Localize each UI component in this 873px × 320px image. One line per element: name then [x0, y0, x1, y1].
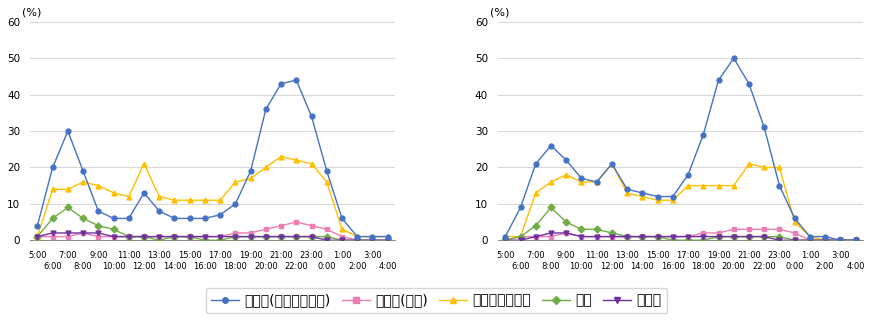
- Text: 1:00: 1:00: [333, 251, 351, 260]
- Text: 14:00: 14:00: [630, 262, 654, 271]
- Text: 15:00: 15:00: [178, 251, 202, 260]
- Text: 23:00: 23:00: [299, 251, 324, 260]
- Text: 8:00: 8:00: [74, 262, 93, 271]
- Text: 6:00: 6:00: [512, 262, 530, 271]
- Text: 0:00: 0:00: [786, 262, 804, 271]
- Text: 10:00: 10:00: [101, 262, 126, 271]
- Text: 11:00: 11:00: [117, 251, 141, 260]
- Text: 18:00: 18:00: [691, 262, 715, 271]
- Text: 5:00: 5:00: [496, 251, 514, 260]
- Text: 19:00: 19:00: [238, 251, 263, 260]
- Text: 9:00: 9:00: [557, 251, 575, 260]
- Text: 1:00: 1:00: [801, 251, 819, 260]
- Text: 10:00: 10:00: [569, 262, 594, 271]
- Text: 21:00: 21:00: [737, 251, 761, 260]
- Text: 20:00: 20:00: [254, 262, 278, 271]
- Text: 9:00: 9:00: [89, 251, 107, 260]
- Text: 20:00: 20:00: [722, 262, 746, 271]
- Text: 18:00: 18:00: [223, 262, 247, 271]
- Text: 19:00: 19:00: [706, 251, 731, 260]
- Text: 7:00: 7:00: [526, 251, 545, 260]
- Text: 13:00: 13:00: [148, 251, 171, 260]
- Text: 2:00: 2:00: [816, 262, 835, 271]
- Text: 5:00: 5:00: [28, 251, 46, 260]
- Text: 0:00: 0:00: [318, 262, 336, 271]
- Text: (%): (%): [23, 7, 42, 18]
- Text: 3:00: 3:00: [831, 251, 849, 260]
- Text: 12:00: 12:00: [132, 262, 156, 271]
- Text: 22:00: 22:00: [285, 262, 308, 271]
- Text: 2:00: 2:00: [348, 262, 367, 271]
- Text: 17:00: 17:00: [209, 251, 232, 260]
- Text: 6:00: 6:00: [44, 262, 62, 271]
- Text: 4:00: 4:00: [846, 262, 865, 271]
- Text: 16:00: 16:00: [193, 262, 217, 271]
- Text: 7:00: 7:00: [58, 251, 77, 260]
- Text: 23:00: 23:00: [767, 251, 792, 260]
- Text: 17:00: 17:00: [676, 251, 700, 260]
- Text: 22:00: 22:00: [753, 262, 776, 271]
- Legend: テレビ(リアルタイム), テレビ(録画), インターネット, 新聞, ラジオ: テレビ(リアルタイム), テレビ(録画), インターネット, 新聞, ラジオ: [206, 288, 667, 313]
- Text: 14:00: 14:00: [162, 262, 186, 271]
- Text: 3:00: 3:00: [363, 251, 382, 260]
- Text: 11:00: 11:00: [585, 251, 608, 260]
- Text: 21:00: 21:00: [269, 251, 293, 260]
- Text: (%): (%): [491, 7, 510, 18]
- Text: 16:00: 16:00: [661, 262, 684, 271]
- Text: 4:00: 4:00: [379, 262, 397, 271]
- Text: 12:00: 12:00: [600, 262, 624, 271]
- Text: 8:00: 8:00: [541, 262, 560, 271]
- Text: 15:00: 15:00: [646, 251, 670, 260]
- Text: 13:00: 13:00: [615, 251, 639, 260]
